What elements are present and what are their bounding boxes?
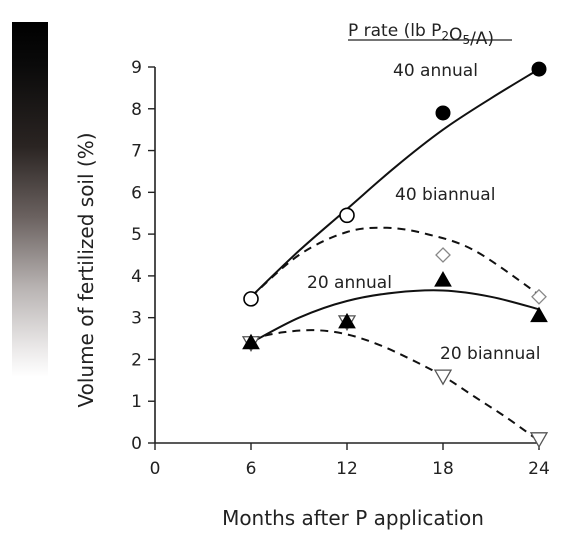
x-tick-label: 0 — [150, 459, 161, 479]
fit-curve-20-annual — [250, 289, 540, 344]
series-labels: 40 annual 40 biannual 20 annual 20 biannual — [307, 61, 540, 364]
point-40-annual-18 — [435, 105, 451, 121]
y-tick-label: 1 — [131, 392, 142, 412]
y-tick-label: 4 — [131, 267, 142, 287]
y-tick-label: 9 — [131, 58, 142, 78]
series-label-40-biannual: 40 biannual — [395, 185, 495, 205]
point-40-biannual-24 — [531, 288, 547, 305]
x-tick-label: 6 — [246, 459, 257, 479]
point-20-annual-12 — [338, 312, 356, 329]
point-20-annual-18 — [434, 271, 452, 287]
point-20-annual-6 — [242, 333, 260, 350]
y-tick-label: 7 — [131, 142, 142, 162]
point-20-biannual-24 — [529, 432, 549, 449]
y-tick-label: 5 — [131, 225, 142, 245]
x-axis-label: Months after P application — [222, 506, 484, 530]
point-20-annual-24 — [530, 306, 548, 323]
fit-curves — [250, 68, 540, 442]
fit-curve-20-biannual — [250, 329, 540, 442]
data-points — [241, 61, 549, 449]
point-40-annual-24 — [531, 61, 547, 77]
x-tick-label: 24 — [528, 459, 550, 479]
x-tick-label: 18 — [432, 459, 454, 479]
fit-curve-40-annual — [250, 68, 540, 298]
point-40-annual-6 — [243, 291, 259, 307]
series-label-20-annual: 20 annual — [307, 273, 392, 293]
legend-title: P rate (lb P2O5/A) — [348, 21, 512, 49]
series-label-40-annual: 40 annual — [393, 61, 478, 81]
y-tick-label: 0 — [131, 434, 142, 454]
series-label-20-biannual: 20 biannual — [440, 344, 540, 364]
legend-title-text: P rate (lb P2O5/A) — [348, 21, 494, 49]
decorative-gradient-bar — [12, 22, 48, 377]
y-tick-label: 8 — [131, 100, 142, 120]
point-20-biannual-18 — [433, 369, 453, 386]
point-40-biannual-18 — [435, 247, 451, 263]
fit-curve-40-biannual — [250, 226, 540, 298]
y-axis-label: Volume of fertilized soil (%) — [74, 132, 98, 407]
y-tick-label: 2 — [131, 350, 142, 370]
point-40-annual-12 — [339, 207, 355, 224]
y-tick-label: 6 — [131, 183, 142, 203]
y-tick-label: 3 — [131, 309, 142, 329]
x-tick-label: 12 — [336, 459, 358, 479]
